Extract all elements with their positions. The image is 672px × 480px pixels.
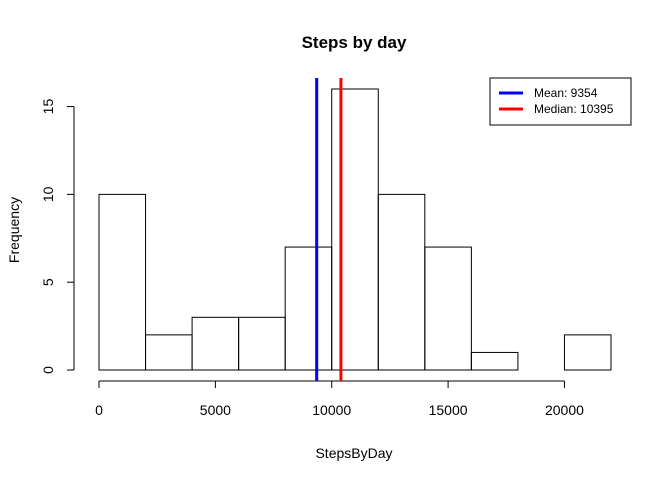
histogram-bar: [238, 316, 286, 371]
x-tick-label: 15000: [429, 402, 468, 418]
histogram-bar: [470, 351, 519, 371]
legend-entry: Median: 10395: [534, 102, 614, 116]
x-tick-label: 10000: [312, 402, 351, 418]
histogram-bar: [424, 246, 472, 371]
reference-lines: [315, 78, 343, 381]
histogram-bar: [145, 334, 193, 371]
legend-entry: Mean: 9354: [534, 86, 598, 100]
chart-title: Steps by day: [302, 33, 407, 52]
y-tick-label: 10: [40, 186, 56, 202]
y-axis-label: Frequency: [6, 197, 22, 263]
y-axis: 0 5 10 15: [40, 99, 75, 374]
histogram-bar: [377, 193, 426, 371]
legend-box: [489, 77, 632, 126]
y-tick-label: 0: [40, 366, 56, 374]
histogram-bars: [98, 88, 612, 371]
histogram-bar: [98, 193, 147, 371]
y-tick-label: 5: [40, 278, 56, 286]
x-tick-label: 5000: [200, 402, 231, 418]
legend: Mean: 9354 Median: 10395: [489, 77, 632, 126]
histogram-bar: [284, 246, 333, 371]
histogram-bar: [563, 334, 612, 371]
y-tick-label: 15: [40, 99, 56, 115]
x-tick-label: 0: [95, 402, 103, 418]
histogram-bar: [331, 88, 379, 371]
x-tick-label: 20000: [545, 402, 584, 418]
histogram-bar: [191, 316, 240, 371]
x-axis: 0 5000 10000 15000 20000: [95, 380, 584, 418]
x-axis-label: StepsByDay: [315, 445, 392, 461]
